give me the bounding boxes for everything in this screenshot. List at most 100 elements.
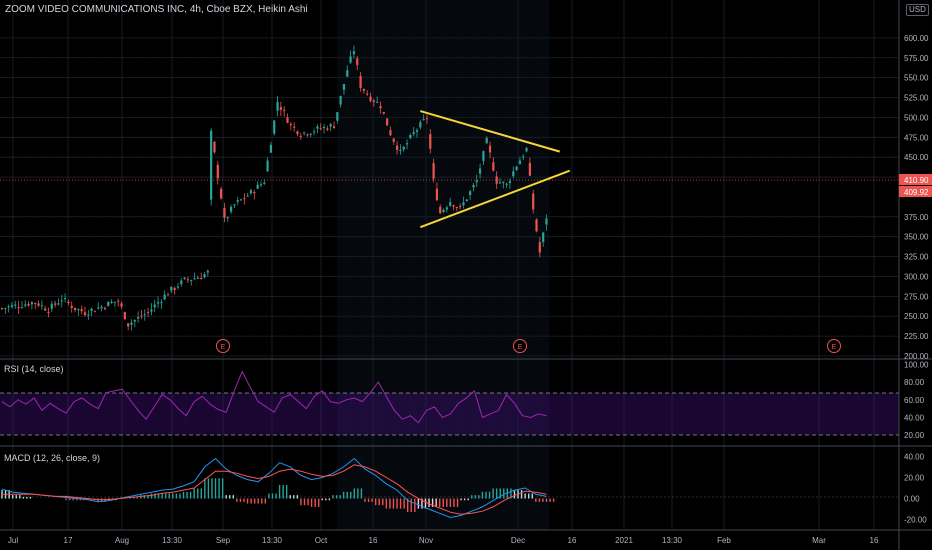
candle-body xyxy=(266,160,269,172)
candle-body xyxy=(495,176,498,184)
candle-body xyxy=(183,277,186,279)
candle-body xyxy=(263,182,266,184)
candle-body xyxy=(170,286,173,291)
candle-body xyxy=(452,205,455,207)
candle-body xyxy=(362,89,365,91)
candle-body xyxy=(455,207,458,209)
candle-body xyxy=(20,307,24,309)
candle-body xyxy=(216,164,219,179)
candle-body xyxy=(87,314,90,316)
candle-body xyxy=(352,51,356,55)
signal-line xyxy=(2,464,547,515)
candle-body xyxy=(485,137,488,144)
price-tick-label: 250.00 xyxy=(904,312,929,321)
last-price-text: 410.90 xyxy=(904,176,929,185)
time-tick-label: 13:30 xyxy=(662,536,683,545)
candle-body xyxy=(63,298,67,300)
candle-body xyxy=(415,130,419,132)
price-tick-label: 200.00 xyxy=(904,352,929,361)
candle-body xyxy=(432,163,435,179)
time-tick-label: 16 xyxy=(870,536,879,545)
candle-body xyxy=(392,138,395,142)
last-price-badges: 410.90 409.92 xyxy=(899,174,932,197)
macd-tick-label: -20.00 xyxy=(904,516,927,525)
candle-body xyxy=(279,107,282,110)
candle-body xyxy=(239,199,243,201)
candle-body xyxy=(435,188,439,201)
candle-body xyxy=(229,206,233,212)
macd-tick-label: 20.00 xyxy=(904,473,925,482)
candle-body xyxy=(386,118,389,126)
candle-body xyxy=(186,279,190,281)
candle-body xyxy=(206,270,209,273)
candle-body xyxy=(449,202,452,206)
candle-body xyxy=(143,314,146,316)
time-tick-label: Feb xyxy=(717,536,731,545)
candle-body xyxy=(309,133,312,135)
candle-body xyxy=(243,197,246,199)
rsi-tick-label: 100.00 xyxy=(904,360,929,369)
candle-body xyxy=(303,132,306,134)
candle-body xyxy=(113,301,116,303)
price-tick-label: 550.00 xyxy=(904,74,929,83)
candle-body xyxy=(429,134,432,149)
earnings-marker xyxy=(827,339,841,353)
trendlines[interactable] xyxy=(419,110,571,229)
price-axis[interactable]: 600.00 575.00 550.00 525.00 500.00 475.00 450.… xyxy=(904,34,929,525)
price-tick-label: 575.00 xyxy=(904,54,929,63)
candle-body xyxy=(7,306,10,308)
time-tick-label: Mar xyxy=(812,536,826,545)
candle-body xyxy=(469,191,472,195)
candle-body xyxy=(296,131,299,135)
candle-body xyxy=(525,148,528,152)
price-tick-label: 600.00 xyxy=(904,34,929,43)
rsi-label[interactable]: RSI (14, close) xyxy=(4,364,64,374)
macd-tick-label: 0.00 xyxy=(904,495,920,504)
rsi-line xyxy=(1,370,547,424)
last-price-text: 409.92 xyxy=(904,188,929,197)
macd-series xyxy=(1,457,555,519)
candle-body xyxy=(27,303,30,306)
candle-body xyxy=(253,192,256,194)
time-tick-label: 13:30 xyxy=(262,536,283,545)
candle-body xyxy=(156,302,160,304)
candle-body xyxy=(210,130,213,200)
candle-body xyxy=(256,184,259,189)
macd-tick-label: 40.00 xyxy=(904,452,925,461)
candle-body xyxy=(399,149,402,151)
candle-body xyxy=(402,146,405,150)
session-highlight xyxy=(337,0,550,530)
candle-body xyxy=(236,200,239,202)
candle-body xyxy=(259,184,263,186)
candle-body xyxy=(47,312,50,314)
candle-body xyxy=(137,317,140,319)
candle-body xyxy=(110,301,113,304)
candle-body xyxy=(459,205,462,207)
candle-body xyxy=(465,199,468,201)
time-tick-label: Nov xyxy=(419,536,433,545)
rsi-tick-label: 60.00 xyxy=(904,396,925,405)
candle-body xyxy=(107,302,110,307)
candle-body xyxy=(160,302,163,304)
candle-body xyxy=(146,311,150,313)
earnings-marker xyxy=(216,339,230,353)
candle-body xyxy=(166,294,170,296)
candle-body xyxy=(462,202,465,206)
candle-body xyxy=(339,95,342,105)
currency-badge[interactable]: USD xyxy=(906,4,929,16)
price-tick-label: 275.00 xyxy=(904,292,929,301)
candle-body xyxy=(372,100,375,103)
candle-body xyxy=(90,308,93,311)
macd-label[interactable]: MACD (12, 26, close, 9) xyxy=(4,453,101,463)
time-axis[interactable]: Jul 17 Aug 13:30 Sep 13:30 Oct 16 Nov Dec 16 2021 13… xyxy=(8,536,879,545)
candle-body xyxy=(150,309,153,312)
time-tick-label: Oct xyxy=(315,536,328,545)
candle-body xyxy=(515,166,518,170)
candle-body xyxy=(376,101,379,103)
candle-body xyxy=(10,305,14,307)
candle-body xyxy=(120,303,123,307)
candle-body xyxy=(50,303,53,309)
candle-body xyxy=(532,193,535,210)
